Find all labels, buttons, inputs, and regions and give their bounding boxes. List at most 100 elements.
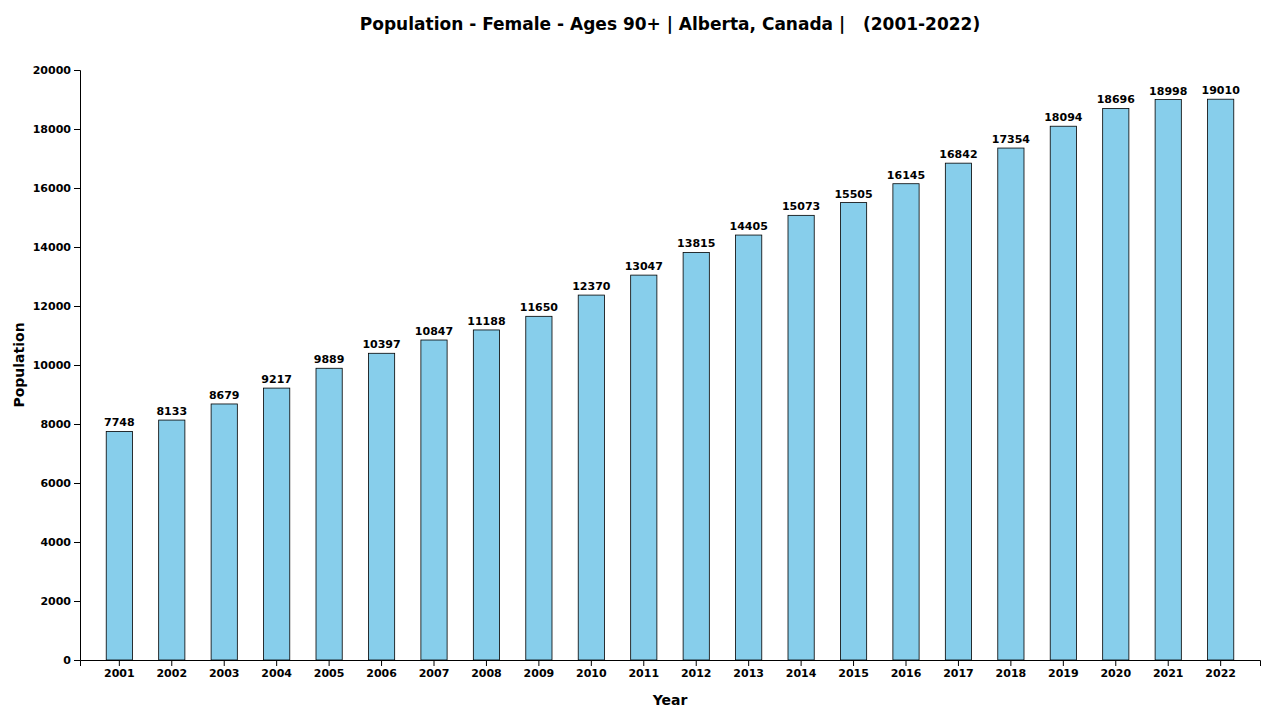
x-tick: 2008 xyxy=(471,660,502,680)
x-tick-mark xyxy=(853,660,854,666)
x-tick: 2016 xyxy=(891,660,922,680)
data-label: 11650 xyxy=(520,301,559,314)
data-label: 8133 xyxy=(156,405,187,418)
x-tick: 2018 xyxy=(996,660,1027,680)
y-axis: 0200040006000800010000120001400016000180… xyxy=(33,64,81,667)
data-label: 15505 xyxy=(834,188,872,201)
chart: 7748813386799217988910397108471118811650… xyxy=(0,0,1280,720)
x-tick-label: 2005 xyxy=(314,667,345,680)
x-tick-mark xyxy=(643,660,644,666)
data-label: 18094 xyxy=(1044,111,1083,124)
data-label: 18696 xyxy=(1097,93,1136,106)
data-label: 16145 xyxy=(887,169,925,182)
x-tick-mark xyxy=(1115,660,1116,666)
x-tick-label: 2010 xyxy=(576,667,607,680)
x-tick: 2004 xyxy=(261,660,292,680)
x-tick-label: 2001 xyxy=(104,667,135,680)
bar xyxy=(106,431,132,660)
y-axis-title: Population xyxy=(11,322,27,407)
x-tick-label: 2020 xyxy=(1100,667,1131,680)
y-tick: 4000 xyxy=(40,536,80,549)
x-tick: 2002 xyxy=(156,660,187,680)
bar xyxy=(840,203,866,660)
bar xyxy=(368,353,394,660)
data-label: 10397 xyxy=(362,338,400,351)
x-tick-mark xyxy=(381,660,382,666)
x-tick-mark xyxy=(329,660,330,666)
data-label: 7748 xyxy=(104,416,135,429)
x-tick: 2017 xyxy=(943,660,974,680)
y-tick-label: 20000 xyxy=(33,64,72,77)
data-label: 15073 xyxy=(782,200,820,213)
y-tick: 18000 xyxy=(33,123,80,136)
data-label: 18998 xyxy=(1149,85,1187,98)
y-axis-line xyxy=(74,71,81,661)
y-tick: 12000 xyxy=(33,300,80,313)
x-tick: 2003 xyxy=(209,660,240,680)
x-tick: 2009 xyxy=(524,660,555,680)
x-tick-label: 2002 xyxy=(156,667,187,680)
x-axis-title: Year xyxy=(652,692,688,708)
x-tick-label: 2021 xyxy=(1153,667,1184,680)
bar xyxy=(578,295,604,660)
y-tick-mark xyxy=(74,306,80,307)
bar xyxy=(211,404,237,660)
x-tick-mark xyxy=(1010,660,1011,666)
x-tick-mark xyxy=(1168,660,1169,666)
x-tick-mark xyxy=(224,660,225,666)
x-axis-line xyxy=(81,661,1261,667)
y-tick-label: 16000 xyxy=(33,182,72,195)
x-tick: 2021 xyxy=(1153,660,1184,680)
data-label: 8679 xyxy=(209,389,240,402)
y-tick-label: 4000 xyxy=(40,536,71,549)
bar xyxy=(683,252,709,660)
x-tick: 2022 xyxy=(1205,660,1236,680)
x-tick-mark xyxy=(171,660,172,666)
y-tick-mark xyxy=(74,188,80,189)
y-tick: 6000 xyxy=(40,477,80,490)
y-tick-mark xyxy=(74,247,80,248)
x-tick: 2005 xyxy=(314,660,345,680)
data-label: 13815 xyxy=(677,237,715,250)
x-tick: 2013 xyxy=(733,660,764,680)
bar xyxy=(998,148,1024,660)
bar xyxy=(788,215,814,660)
title: Population - Female - Ages 90+ | Alberta… xyxy=(360,14,980,34)
bar xyxy=(1208,99,1234,660)
y-tick-label: 2000 xyxy=(40,595,71,608)
x-tick-label: 2019 xyxy=(1048,667,1079,680)
y-tick: 14000 xyxy=(33,241,80,254)
x-tick-label: 2016 xyxy=(891,667,922,680)
x-tick-label: 2022 xyxy=(1205,667,1236,680)
x-tick: 2015 xyxy=(838,660,869,680)
x-tick-mark xyxy=(591,660,592,666)
x-tick-label: 2007 xyxy=(419,667,450,680)
bar xyxy=(1155,100,1181,660)
bar xyxy=(945,163,971,660)
bar xyxy=(421,340,447,660)
x-tick-mark xyxy=(276,660,277,666)
x-tick-label: 2014 xyxy=(786,667,817,680)
y-tick-label: 12000 xyxy=(33,300,72,313)
x-tick-mark xyxy=(696,660,697,666)
x-tick-label: 2015 xyxy=(838,667,869,680)
y-tick: 2000 xyxy=(40,595,80,608)
y-tick-label: 14000 xyxy=(33,241,72,254)
x-tick: 2020 xyxy=(1100,660,1131,680)
y-tick-mark xyxy=(74,660,80,661)
x-tick-mark xyxy=(958,660,959,666)
bar xyxy=(473,330,499,660)
data-label: 14405 xyxy=(730,220,768,233)
x-tick-mark xyxy=(486,660,487,666)
data-label: 10847 xyxy=(415,325,453,338)
y-tick: 8000 xyxy=(40,418,80,431)
data-label: 17354 xyxy=(992,133,1031,146)
y-tick-label: 18000 xyxy=(33,123,72,136)
data-labels: 7748813386799217988910397108471118811650… xyxy=(104,84,1240,429)
x-tick-mark xyxy=(1063,660,1064,666)
x-tick-label: 2009 xyxy=(524,667,555,680)
bar xyxy=(631,275,657,660)
y-tick-label: 8000 xyxy=(40,418,71,431)
bars xyxy=(106,99,1234,660)
data-label: 11188 xyxy=(467,315,505,328)
